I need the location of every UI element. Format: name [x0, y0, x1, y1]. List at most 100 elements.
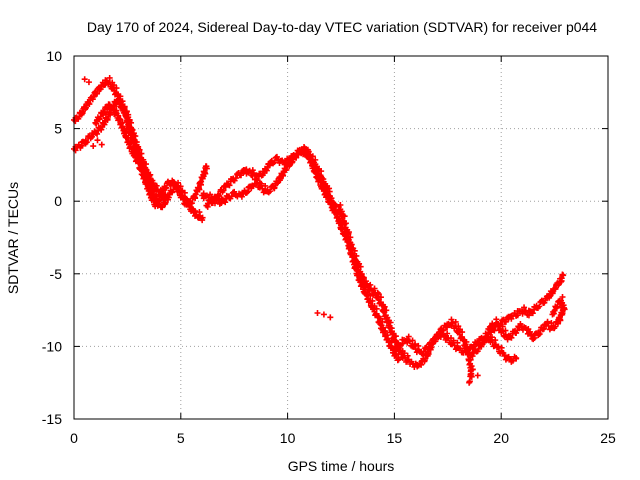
- data-point: [222, 199, 229, 206]
- data-point: [93, 120, 100, 127]
- data-point: [165, 194, 172, 201]
- data-point: [540, 325, 547, 332]
- data-points: [71, 74, 568, 386]
- data-point: [293, 153, 300, 160]
- x-tick-label: 0: [70, 430, 78, 446]
- data-point: [509, 357, 516, 364]
- data-point: [81, 76, 88, 83]
- data-point: [125, 111, 132, 118]
- data-point: [437, 328, 444, 335]
- y-tick-label: 5: [54, 121, 62, 137]
- data-point: [459, 329, 466, 336]
- data-point: [215, 191, 222, 198]
- x-tick-label: 5: [177, 430, 185, 446]
- data-point: [232, 175, 239, 182]
- data-point: [163, 184, 170, 191]
- data-point: [454, 339, 461, 346]
- data-point: [469, 366, 476, 373]
- data-point: [119, 98, 126, 105]
- data-point: [555, 298, 562, 305]
- data-point: [228, 193, 235, 200]
- data-point: [90, 93, 97, 100]
- data-point: [262, 182, 269, 189]
- data-point: [79, 110, 86, 117]
- chart-title: Day 170 of 2024, Sidereal Day-to-day VTE…: [87, 19, 597, 35]
- data-point: [554, 320, 561, 327]
- data-point: [149, 183, 156, 190]
- x-tick-label: 25: [600, 430, 616, 446]
- data-point: [549, 311, 556, 318]
- data-point: [474, 372, 481, 379]
- x-tick-label: 20: [493, 430, 509, 446]
- data-point: [327, 314, 334, 321]
- data-point: [514, 327, 521, 334]
- series-track-e: [203, 143, 402, 364]
- y-tick-label: -15: [42, 411, 62, 427]
- data-point: [304, 146, 311, 153]
- data-point: [395, 356, 402, 363]
- data-point: [220, 187, 227, 194]
- y-tick-label: -5: [50, 266, 63, 282]
- data-point: [94, 90, 101, 97]
- data-point: [271, 159, 278, 166]
- data-point: [466, 379, 473, 386]
- data-point: [345, 229, 352, 236]
- y-axis-label: SDTVAR / TECUs: [5, 182, 21, 294]
- data-point: [514, 312, 521, 319]
- data-point: [238, 172, 245, 179]
- data-point: [207, 191, 214, 198]
- data-point: [525, 312, 532, 319]
- series-track-c: [92, 101, 210, 210]
- data-point: [502, 318, 509, 325]
- data-point: [94, 137, 101, 144]
- data-point: [267, 188, 274, 195]
- data-point: [128, 138, 135, 145]
- data-point: [455, 323, 462, 330]
- y-tick-label: -10: [42, 338, 62, 354]
- data-point: [373, 305, 380, 312]
- data-point: [86, 101, 93, 108]
- data-point: [531, 334, 538, 341]
- data-point: [351, 247, 358, 254]
- data-point: [481, 339, 488, 346]
- data-point: [478, 343, 485, 350]
- data-point: [464, 349, 471, 356]
- data-point: [110, 84, 117, 91]
- data-point: [210, 197, 217, 204]
- data-point: [104, 115, 111, 122]
- data-point: [271, 184, 278, 191]
- data-point: [420, 348, 427, 355]
- data-point: [204, 203, 211, 210]
- series-track-h: [468, 271, 567, 360]
- data-point: [152, 203, 159, 210]
- axis-ticks: 0 5 10 15 20 25 10 5 0 -5 -10 -15: [42, 48, 616, 446]
- data-point: [168, 189, 175, 196]
- data-point: [280, 172, 287, 179]
- data-point: [94, 130, 101, 137]
- data-point: [529, 310, 536, 317]
- data-point: [449, 320, 456, 327]
- data-point: [140, 165, 147, 172]
- series-track-i: [485, 294, 568, 343]
- data-point: [392, 347, 399, 354]
- plot-frame: [73, 55, 609, 420]
- data-point: [78, 142, 85, 149]
- series-scatter-extra: [81, 76, 481, 379]
- data-point: [199, 217, 206, 224]
- data-point: [486, 326, 493, 333]
- series-track-d: [199, 145, 338, 216]
- data-point: [188, 200, 195, 207]
- data-point: [559, 294, 566, 301]
- data-point: [98, 141, 105, 148]
- series-track-f: [335, 202, 476, 386]
- data-point: [484, 333, 491, 340]
- data-point: [418, 361, 425, 368]
- data-point: [549, 290, 556, 297]
- data-point: [425, 345, 432, 352]
- data-point: [541, 299, 548, 306]
- y-tick-label: 0: [54, 193, 62, 209]
- data-point: [216, 192, 223, 199]
- data-point: [387, 319, 394, 326]
- data-point: [468, 373, 475, 380]
